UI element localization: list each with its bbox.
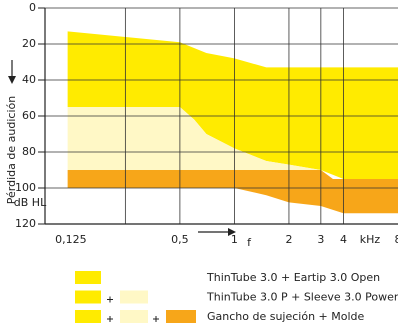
- y-arrow-head: [8, 76, 16, 84]
- x-tick-label: 3: [317, 233, 324, 246]
- x-arrow-head: [228, 228, 236, 236]
- y-tick-label: 20: [22, 37, 36, 50]
- y-tick-label: 100: [15, 181, 36, 194]
- legend-plus: [107, 296, 113, 303]
- x-tick-label: 8: [395, 233, 398, 246]
- range-area: [67, 107, 321, 170]
- y-tick-label: 60: [22, 109, 36, 122]
- range-area: [67, 31, 398, 180]
- y-unit: dB HL: [14, 196, 47, 209]
- x-tick-label: 4: [340, 233, 347, 246]
- legend-label: Gancho de sujeción + Molde: [207, 310, 365, 323]
- range-area: [67, 170, 398, 214]
- legend-swatch: [120, 290, 148, 304]
- legend-swatch: [120, 310, 148, 323]
- legend-plus: [153, 316, 159, 322]
- legend-label: ThinTube 3.0 P + Sleeve 3.0 Power: [206, 291, 398, 304]
- x-unit: kHz: [360, 233, 381, 246]
- x-tick-label: 1: [231, 233, 238, 246]
- legend-swatch: [166, 310, 196, 323]
- y-tick-label: 120: [15, 217, 36, 230]
- legend-label: ThinTube 3.0 + Eartip 3.0 Open: [206, 271, 380, 284]
- y-axis-label: Pérdida de audición: [5, 96, 18, 204]
- legend-swatch: [75, 271, 101, 284]
- x-tick-label: 0,5: [171, 233, 189, 246]
- legend-plus: [107, 316, 113, 322]
- y-tick-label: 0: [29, 1, 36, 14]
- x-tick-label: 0,125: [55, 233, 87, 246]
- legend-swatch: [75, 310, 101, 323]
- y-tick-label: 40: [22, 73, 36, 86]
- x-axis-label: f: [247, 236, 252, 249]
- legend-swatch: [75, 290, 101, 304]
- y-tick-label: 80: [22, 145, 36, 158]
- x-tick-label: 2: [285, 233, 292, 246]
